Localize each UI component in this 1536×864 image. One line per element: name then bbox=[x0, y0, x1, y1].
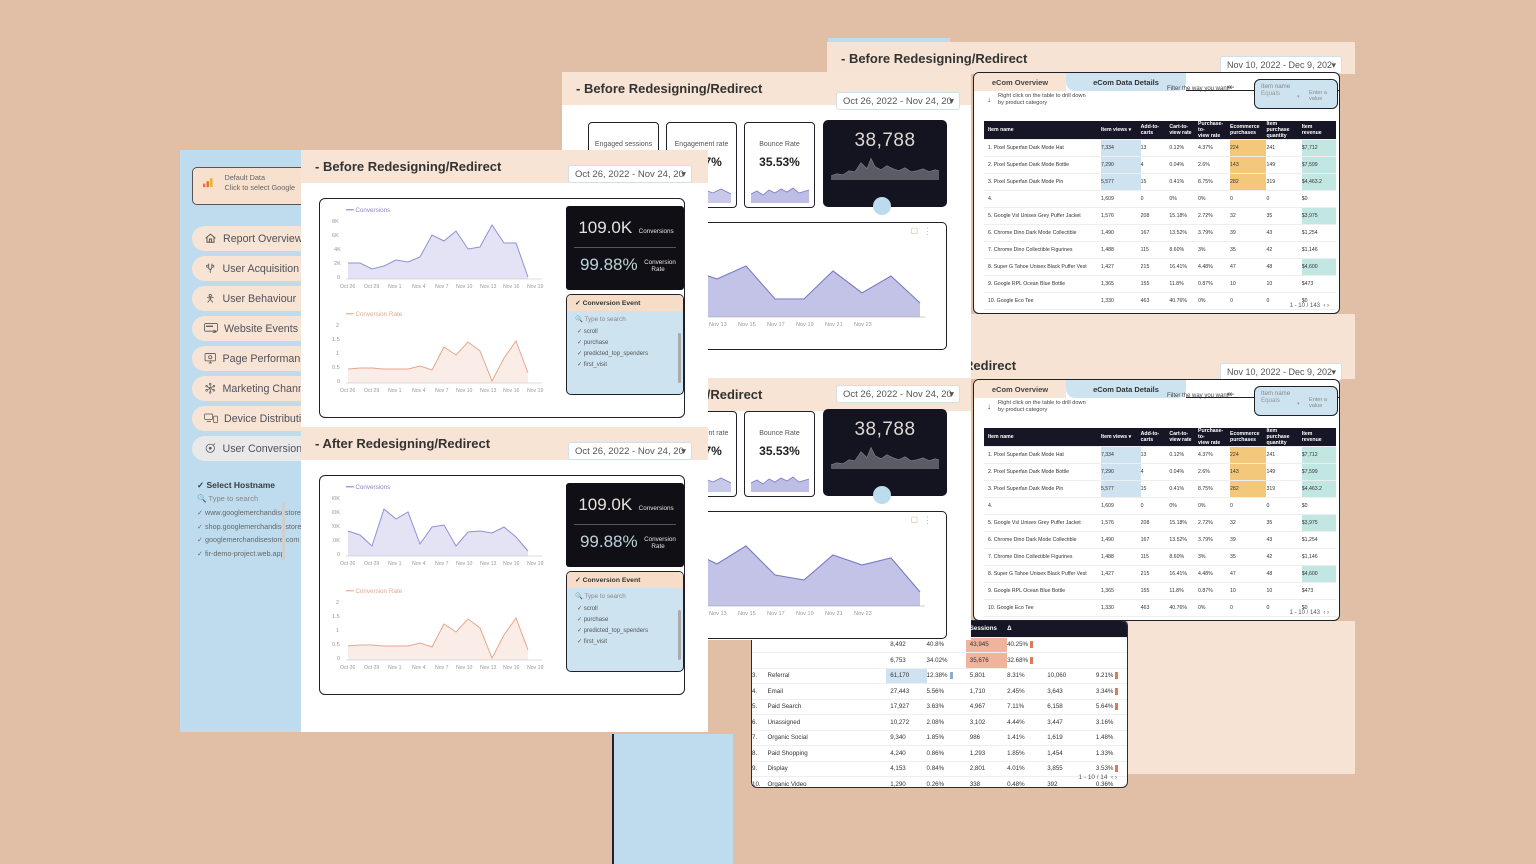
svg-text:Oct 29: Oct 29 bbox=[364, 561, 379, 567]
svg-text:Nov 21: Nov 21 bbox=[825, 322, 843, 328]
svg-text:40K: 40K bbox=[332, 496, 340, 502]
svg-text:2: 2 bbox=[336, 323, 339, 329]
svg-text:0: 0 bbox=[337, 379, 340, 385]
svg-text:1: 1 bbox=[336, 351, 339, 357]
svg-text:Nov 15: Nov 15 bbox=[738, 322, 756, 328]
svg-text:Nov 4: Nov 4 bbox=[412, 284, 426, 290]
svg-text:Nov 13: Nov 13 bbox=[480, 561, 497, 567]
svg-text:Nov 4: Nov 4 bbox=[412, 665, 426, 671]
svg-text:Nov 19: Nov 19 bbox=[796, 322, 814, 328]
svg-text:Nov 16: Nov 16 bbox=[503, 561, 520, 567]
svg-text:0.5: 0.5 bbox=[332, 642, 340, 648]
svg-text:Oct 29: Oct 29 bbox=[364, 388, 379, 394]
svg-text:Nov 13: Nov 13 bbox=[480, 665, 497, 671]
svg-text:Oct 26: Oct 26 bbox=[340, 284, 355, 290]
svg-text:1: 1 bbox=[336, 628, 339, 634]
svg-text:Nov 7: Nov 7 bbox=[435, 284, 449, 290]
svg-text:Nov 16: Nov 16 bbox=[503, 388, 520, 394]
svg-text:20K: 20K bbox=[332, 524, 340, 530]
svg-text:1.5: 1.5 bbox=[332, 337, 340, 343]
svg-text:Nov 23: Nov 23 bbox=[854, 322, 872, 328]
svg-text:Oct 29: Oct 29 bbox=[364, 284, 379, 290]
svg-text:Nov 13: Nov 13 bbox=[709, 322, 727, 328]
svg-text:2K: 2K bbox=[334, 261, 341, 267]
svg-text:Nov 13: Nov 13 bbox=[480, 388, 497, 394]
svg-text:Nov 7: Nov 7 bbox=[435, 561, 449, 567]
svg-text:0: 0 bbox=[337, 656, 340, 662]
svg-text:0: 0 bbox=[337, 275, 340, 281]
svg-text:Oct 26: Oct 26 bbox=[340, 561, 355, 567]
svg-text:Nov 13: Nov 13 bbox=[709, 611, 727, 617]
svg-text:Nov 4: Nov 4 bbox=[412, 561, 426, 567]
svg-text:Nov 17: Nov 17 bbox=[767, 611, 785, 617]
svg-text:Nov 23: Nov 23 bbox=[854, 611, 872, 617]
svg-text:8K: 8K bbox=[332, 219, 339, 225]
svg-text:Nov 15: Nov 15 bbox=[738, 611, 756, 617]
svg-text:Nov 19: Nov 19 bbox=[796, 611, 814, 617]
svg-text:Nov 19: Nov 19 bbox=[527, 665, 544, 671]
svg-text:4K: 4K bbox=[334, 247, 341, 253]
svg-text:━━ Conversions: ━━ Conversions bbox=[345, 484, 390, 491]
svg-text:30K: 30K bbox=[332, 510, 340, 516]
svg-text:Nov 7: Nov 7 bbox=[435, 388, 449, 394]
svg-text:Oct 29: Oct 29 bbox=[364, 665, 379, 671]
svg-text:Nov 1: Nov 1 bbox=[388, 665, 402, 671]
svg-text:2: 2 bbox=[336, 600, 339, 606]
svg-text:Nov 10: Nov 10 bbox=[456, 665, 473, 671]
svg-text:Nov 7: Nov 7 bbox=[435, 665, 449, 671]
svg-text:Nov 1: Nov 1 bbox=[388, 284, 402, 290]
svg-text:Nov 19: Nov 19 bbox=[527, 388, 544, 394]
svg-text:Nov 1: Nov 1 bbox=[388, 388, 402, 394]
svg-text:Nov 21: Nov 21 bbox=[825, 611, 843, 617]
svg-text:━━ Conversion Rate: ━━ Conversion Rate bbox=[345, 588, 403, 595]
svg-text:0.5: 0.5 bbox=[332, 365, 340, 371]
svg-text:1.5: 1.5 bbox=[332, 614, 340, 620]
svg-text:Nov 4: Nov 4 bbox=[412, 388, 426, 394]
svg-text:6K: 6K bbox=[332, 233, 339, 239]
svg-text:Nov 16: Nov 16 bbox=[503, 284, 520, 290]
svg-text:Nov 1: Nov 1 bbox=[388, 561, 402, 567]
svg-text:━━ Conversions: ━━ Conversions bbox=[345, 207, 390, 214]
svg-text:Nov 10: Nov 10 bbox=[456, 388, 473, 394]
svg-text:Nov 16: Nov 16 bbox=[503, 665, 520, 671]
svg-text:Nov 17: Nov 17 bbox=[767, 322, 785, 328]
svg-text:Nov 19: Nov 19 bbox=[527, 284, 544, 290]
svg-text:0: 0 bbox=[337, 552, 340, 558]
svg-text:Nov 10: Nov 10 bbox=[456, 284, 473, 290]
svg-text:━━ Conversion Rate: ━━ Conversion Rate bbox=[345, 311, 403, 318]
svg-text:Nov 10: Nov 10 bbox=[456, 561, 473, 567]
svg-text:10K: 10K bbox=[332, 538, 340, 544]
svg-text:Nov 19: Nov 19 bbox=[527, 561, 544, 567]
svg-text:Oct 26: Oct 26 bbox=[340, 388, 355, 394]
svg-text:Oct 26: Oct 26 bbox=[340, 665, 355, 671]
svg-text:Nov 13: Nov 13 bbox=[480, 284, 497, 290]
